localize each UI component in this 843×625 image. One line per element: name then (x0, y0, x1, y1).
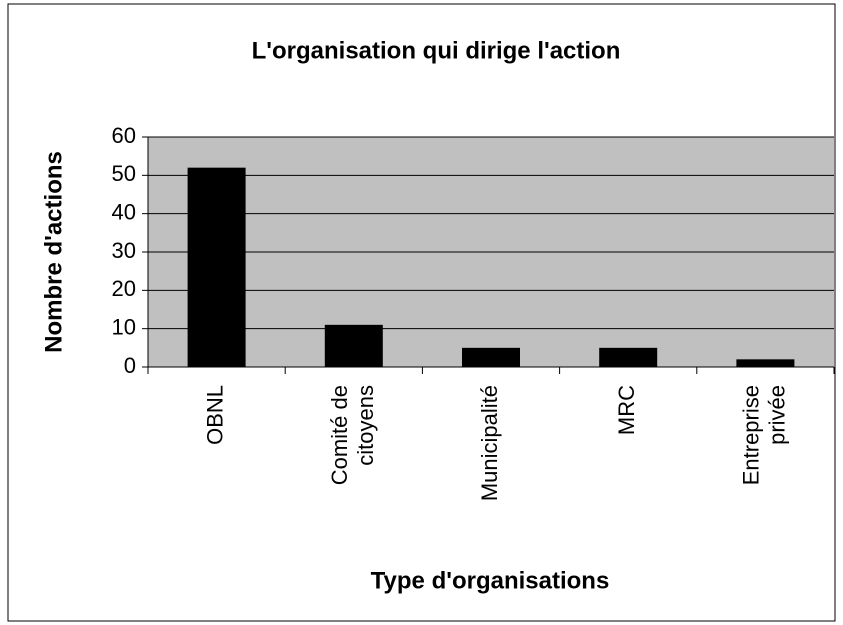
y-axis-title: Nombre d'actions (40, 151, 67, 353)
bar (324, 324, 383, 367)
y-tick-label: 30 (112, 238, 136, 263)
x-tick-label: Comité decitoyens (327, 385, 378, 485)
chart-title: L'organisation qui dirige l'action (252, 37, 621, 64)
y-tick-label: 50 (112, 161, 136, 186)
y-tick-label: 40 (112, 199, 136, 224)
bar (736, 359, 795, 367)
y-tick-label: 10 (112, 314, 136, 339)
y-tick-label: 0 (124, 353, 136, 378)
x-tick-label: Entrepriseprivée (738, 385, 789, 485)
x-tick-label: MRC (614, 385, 639, 435)
y-tick-label: 20 (112, 276, 136, 301)
x-axis-title: Type d'organisations (371, 567, 610, 594)
y-tick-label: 60 (112, 123, 136, 148)
x-tick-label: Municipalité (477, 385, 502, 501)
x-tick-label: OBNL (202, 385, 227, 445)
bar (599, 347, 658, 367)
bar (462, 347, 520, 367)
bar (187, 167, 246, 367)
